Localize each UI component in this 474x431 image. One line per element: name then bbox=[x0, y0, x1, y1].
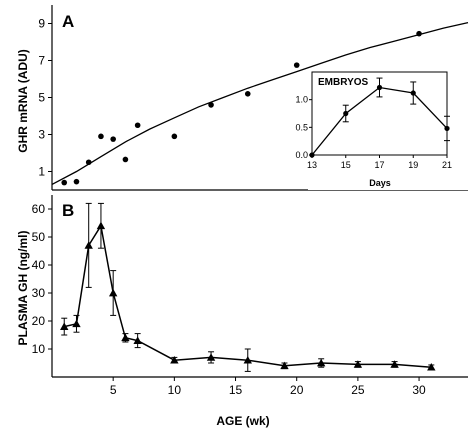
panel-a-y-axis-title: GHR mRNA (ADU) bbox=[16, 49, 30, 153]
panel-b-x-tick-label: 5 bbox=[110, 383, 117, 397]
inset-data-point bbox=[376, 84, 383, 91]
panel-a-data-point bbox=[416, 30, 422, 37]
panel-a-data-point bbox=[244, 91, 251, 97]
panel-b-data-point bbox=[243, 356, 252, 364]
panel-a-data-point bbox=[171, 133, 178, 140]
inset-data-point bbox=[410, 90, 416, 96]
panel-b-x-tick-label: 10 bbox=[168, 383, 182, 397]
inset-data-point bbox=[343, 110, 349, 117]
panel-b-y-tick-label: 20 bbox=[32, 314, 46, 328]
panel-a-data-point bbox=[208, 102, 214, 108]
panel-b-line bbox=[64, 223, 432, 368]
panel-a-y-tick-label: 7 bbox=[38, 54, 45, 68]
panel-b-data-point bbox=[390, 360, 399, 368]
panel-b-y-axis-title: PLASMA GH (ng/ml) bbox=[16, 231, 30, 346]
panel-b-data-point bbox=[84, 241, 93, 249]
panel-b-x-tick-label: 15 bbox=[229, 383, 243, 397]
inset-x-axis-title: Days bbox=[369, 178, 391, 188]
panel-b-data-point bbox=[206, 353, 216, 361]
inset-background bbox=[308, 70, 468, 190]
panel-a-y-tick-label: 3 bbox=[38, 128, 45, 142]
panel-b-data-point bbox=[353, 360, 363, 368]
panel-b-x-tick-label: 30 bbox=[412, 383, 426, 397]
panel-b-x-tick-label: 20 bbox=[290, 383, 304, 397]
panel-a-data-point bbox=[122, 156, 129, 163]
panel-a-data-point bbox=[293, 62, 300, 68]
panel-b-data-point bbox=[108, 288, 118, 297]
panel-b-data-point bbox=[96, 221, 106, 230]
panel-a-fit-curve bbox=[51, 21, 469, 185]
inset-x-tick-label: 13 bbox=[307, 160, 317, 170]
panel-b-data-point bbox=[72, 319, 81, 328]
panel-a-data-point bbox=[85, 159, 92, 166]
inset-y-tick-label: 0.0 bbox=[295, 150, 308, 160]
inset-data-point bbox=[309, 152, 315, 158]
panel-b-data-point bbox=[121, 333, 130, 342]
panel-b-x-tick-label: 25 bbox=[351, 383, 365, 397]
panel-a-data-point bbox=[134, 122, 141, 129]
inset-x-tick-label: 19 bbox=[408, 160, 418, 170]
panel-b: 10 20 30 40 50 60 5 10 15 20 25 30 bbox=[32, 195, 468, 397]
panel-b-y-tick-label: 30 bbox=[32, 286, 46, 300]
panel-a-data-point bbox=[110, 136, 116, 142]
inset-embryos: 0.0 0.5 1.0 13 15 17 19 21 bbox=[295, 70, 468, 190]
inset-title: EMBRYOS bbox=[318, 77, 369, 88]
inset-x-tick-label: 17 bbox=[374, 160, 384, 170]
panel-b-data-point bbox=[316, 358, 326, 367]
panel-b-x-axis-title: AGE (wk) bbox=[216, 414, 269, 428]
panel-b-y-tick-label: 10 bbox=[32, 342, 46, 356]
panel-a-data-point bbox=[98, 133, 104, 140]
panel-b-y-tick-label: 50 bbox=[32, 230, 46, 244]
inset-x-tick-label: 15 bbox=[341, 160, 351, 170]
figure-labels: A B EMBRYOS GHR mRNA (ADU) PLASMA GH (ng… bbox=[16, 12, 391, 428]
inset-y-tick-label: 1.0 bbox=[295, 95, 308, 105]
panel-a-data-point bbox=[61, 179, 68, 186]
panel-a-letter: A bbox=[62, 12, 74, 31]
panel-b-data-point bbox=[170, 356, 179, 364]
panel-a-y-tick-label: 5 bbox=[38, 91, 45, 105]
panel-b-data-point bbox=[60, 322, 69, 330]
panel-b-letter: B bbox=[62, 201, 74, 220]
inset-x-tick-label: 21 bbox=[442, 160, 452, 170]
inset-y-tick-label: 0.5 bbox=[295, 122, 308, 132]
panel-a-y-tick-label: 9 bbox=[38, 17, 45, 31]
panel-b-y-tick-label: 40 bbox=[32, 258, 46, 272]
panel-a-data-point bbox=[73, 178, 80, 185]
panel-b-data-point bbox=[280, 361, 289, 370]
panel-a-y-tick-label: 1 bbox=[38, 165, 45, 179]
panel-b-y-tick-label: 60 bbox=[32, 202, 46, 216]
panel-b-data-point bbox=[427, 363, 436, 371]
inset-data-point bbox=[444, 125, 450, 132]
panel-b-data-point bbox=[133, 336, 142, 344]
